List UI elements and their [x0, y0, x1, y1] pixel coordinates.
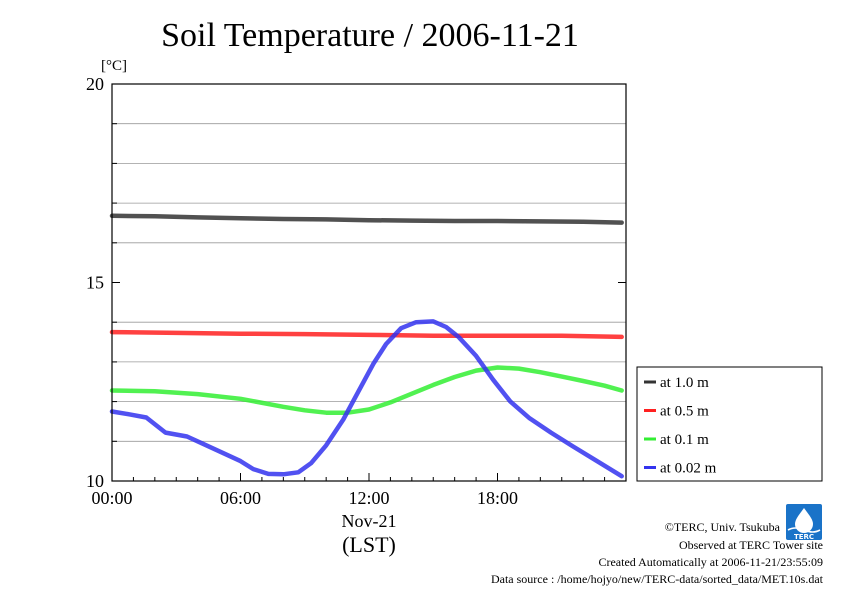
- y-axis-ticks: 10 15 20: [86, 74, 626, 491]
- x-axis-label: (LST): [342, 532, 396, 557]
- footer-source: Data source : /home/hojyo/new/TERC-data/…: [491, 572, 824, 586]
- x-tick-label: 00:00: [91, 488, 132, 508]
- footer-observed: Observed at TERC Tower site: [679, 538, 823, 552]
- x-tick-label: 12:00: [348, 488, 389, 508]
- series-line: [109, 319, 624, 479]
- y-tick-label: 15: [86, 273, 104, 293]
- y-tick-label: 10: [86, 471, 104, 491]
- data-series: [109, 213, 624, 479]
- water-drop-icon: [795, 508, 813, 533]
- logo-text: TERC: [794, 533, 814, 541]
- x-tick-label: 06:00: [220, 488, 261, 508]
- y-axis-unit: [°C]: [101, 58, 127, 74]
- grid-lines: [112, 123, 626, 442]
- series-line: [109, 329, 624, 340]
- legend-box: [636, 366, 823, 482]
- legend-label: at 0.02 m: [660, 461, 717, 477]
- series-line: [109, 365, 624, 415]
- legend-label: at 0.5 m: [660, 404, 709, 420]
- x-axis-ticks: 00:00 06:00 12:00 18:00: [91, 473, 627, 508]
- chart-title: Soil Temperature / 2006-11-21: [161, 17, 579, 54]
- terc-logo: TERC: [786, 504, 822, 541]
- series-line: [109, 213, 624, 225]
- footer-created: Created Automatically at 2006-11-21/23:5…: [598, 555, 823, 569]
- plot-frame: [111, 83, 627, 482]
- y-tick-label: 20: [86, 74, 104, 94]
- legend-label: at 1.0 m: [660, 375, 709, 391]
- x-tick-label: 18:00: [477, 488, 518, 508]
- footer-copyright: ©TERC, Univ. Tsukuba: [665, 520, 781, 534]
- x-axis-date-label: Nov-21: [342, 511, 397, 531]
- wave-icon: [787, 527, 821, 533]
- legend: at 1.0 m at 0.5 m at 0.1 m at 0.02 m: [636, 366, 823, 482]
- legend-label: at 0.1 m: [660, 432, 709, 448]
